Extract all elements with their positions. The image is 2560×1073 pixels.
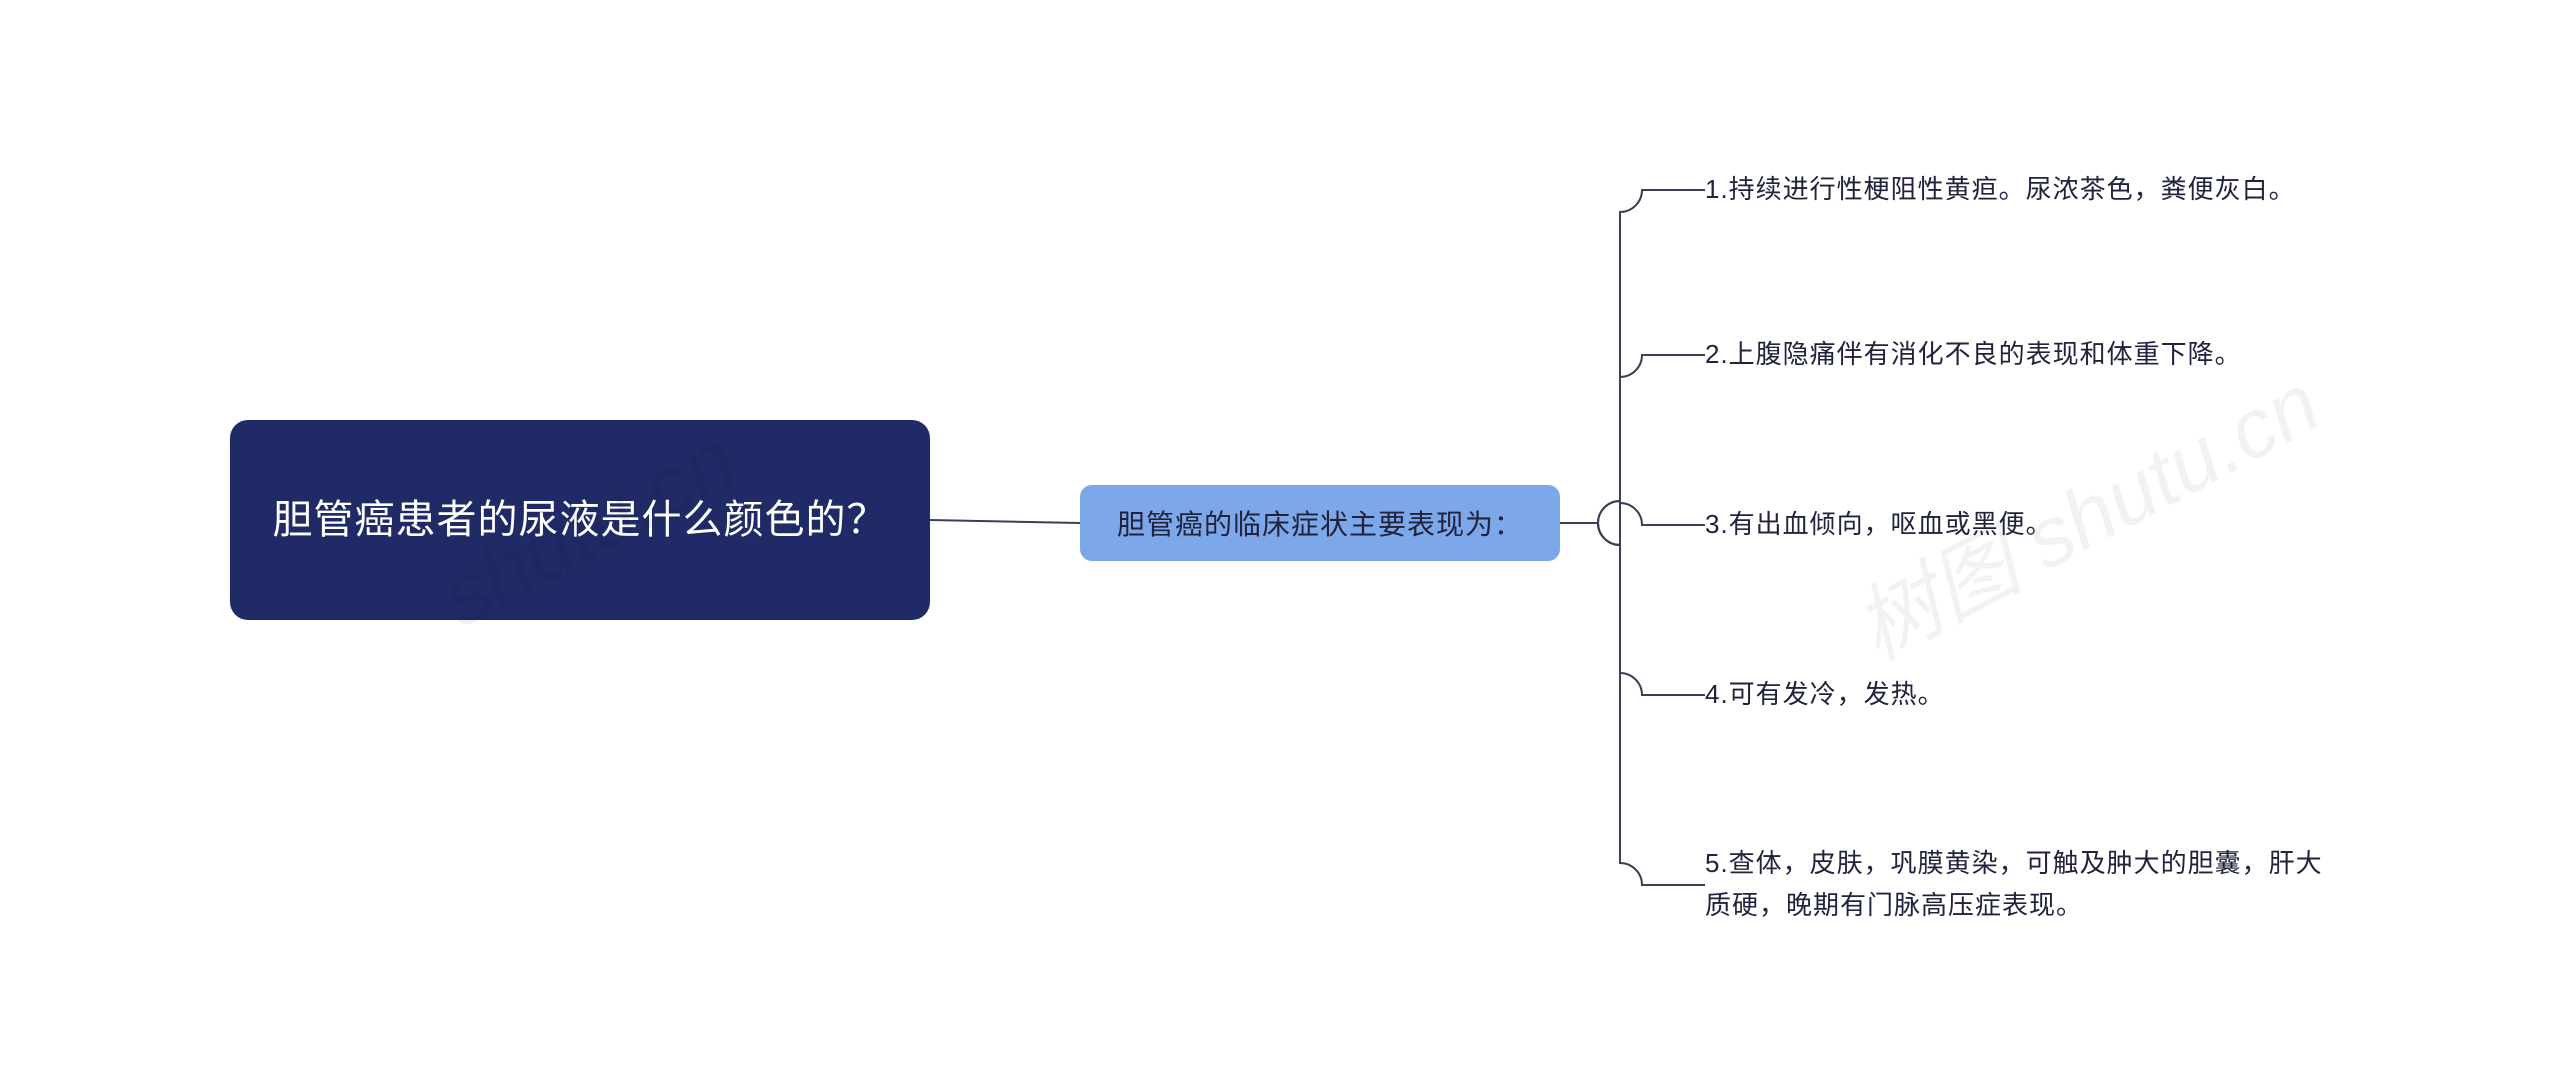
branch-node-label: 胆管癌的临床症状主要表现为：: [1117, 503, 1523, 543]
leaf-node-label: 3.有出血倾向，呕血或黑便。: [1705, 504, 2053, 546]
root-node-label: 胆管癌患者的尿液是什么颜色的？: [273, 489, 888, 551]
leaf-node-label: 4.可有发冷，发热。: [1705, 674, 1945, 716]
leaf-node-label: 1.持续进行性梗阻性黄疸。尿浓茶色，粪便灰白。: [1705, 169, 2296, 211]
mindmap-leaf-node[interactable]: 5.查体，皮肤，巩膜黄染，可触及肿大的胆囊，肝大质硬，晚期有门脉高压症表现。: [1705, 840, 2325, 930]
mindmap-branch-node[interactable]: 胆管癌的临床症状主要表现为：: [1080, 485, 1560, 561]
mindmap-root-node[interactable]: 胆管癌患者的尿液是什么颜色的？: [230, 420, 930, 620]
mindmap-leaf-node[interactable]: 3.有出血倾向，呕血或黑便。: [1705, 500, 2325, 550]
mindmap-leaf-node[interactable]: 1.持续进行性梗阻性黄疸。尿浓茶色，粪便灰白。: [1705, 145, 2325, 235]
leaf-node-label: 5.查体，皮肤，巩膜黄染，可触及肿大的胆囊，肝大质硬，晚期有门脉高压症表现。: [1705, 843, 2325, 926]
mindmap-leaf-node[interactable]: 4.可有发冷，发热。: [1705, 670, 2325, 720]
mindmap-leaf-node[interactable]: 2.上腹隐痛伴有消化不良的表现和体重下降。: [1705, 330, 2325, 380]
leaf-node-label: 2.上腹隐痛伴有消化不良的表现和体重下降。: [1705, 334, 2242, 376]
